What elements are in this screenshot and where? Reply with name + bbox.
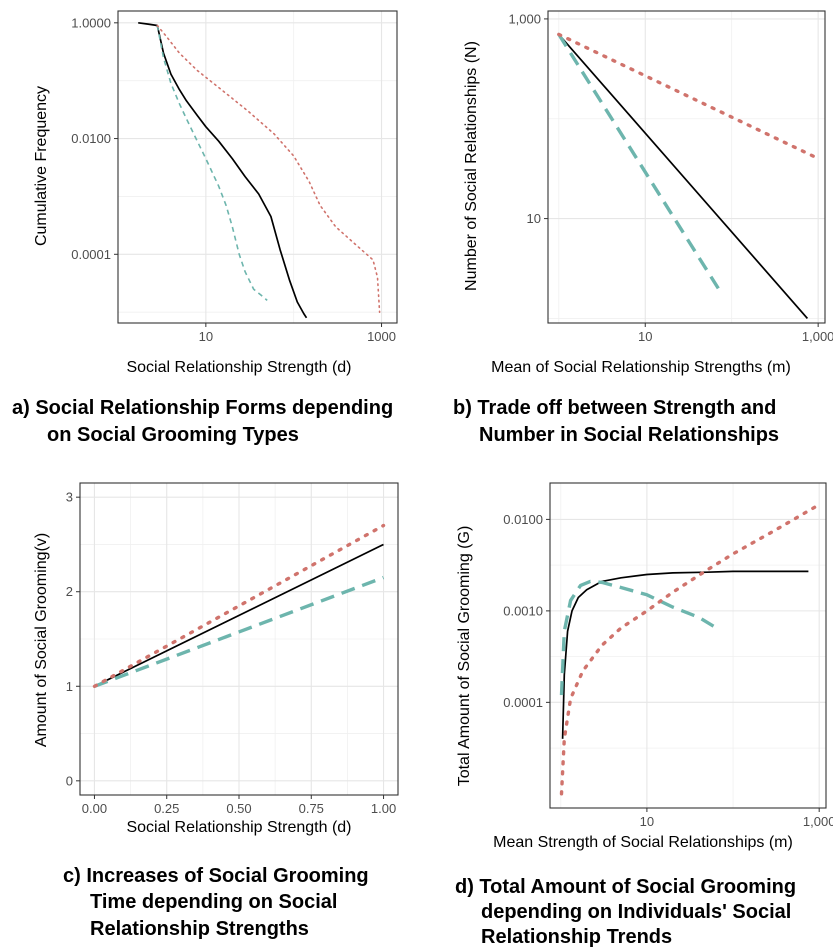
plot-b: 10 1,000 1,000 10: [508, 10, 833, 344]
series-d-dashed: [559, 579, 721, 696]
caption-a-line2: on Social Grooming Types: [47, 424, 299, 446]
y-tick-label: 2: [66, 584, 73, 599]
x-tick-label: 10: [640, 814, 654, 829]
caption-b-line1: b) Trade off between Strength and: [453, 397, 776, 419]
frame-d: [549, 482, 827, 809]
x-tick-label: 1,000: [803, 814, 833, 829]
grid-d: [550, 483, 826, 808]
y-tick-label: 0.0010: [503, 603, 543, 618]
x-tick-label: 0.75: [299, 801, 324, 816]
x-tick-label: 0.00: [82, 801, 107, 816]
ylabel-d: Total Amount of Social Grooming (G): [456, 526, 473, 787]
caption-c-line1: c) Increases of Social Grooming: [63, 865, 369, 887]
caption-b-line2: Number in Social Relationships: [479, 424, 779, 446]
xlabel-c: Social Relationship Strength (d): [126, 819, 351, 836]
x-tick-label: 1000: [367, 329, 396, 344]
frame-a: [117, 10, 398, 324]
grid-b: [548, 11, 825, 323]
y-tick-label: 10: [527, 211, 541, 226]
panel-c: 0.00 0.25 0.50 0.75 1.00 0 1 2 3 Social Relation…: [33, 482, 399, 940]
xlabel-d: Mean Strength of Social Relationships (m…: [493, 834, 793, 851]
series-a-solid: [138, 21, 308, 319]
caption-d-line3: Relationship Trends: [481, 926, 672, 948]
y-tick-label: 0.0001: [71, 247, 111, 262]
x-tick-label: 0.25: [154, 801, 179, 816]
frame-b: [547, 10, 826, 324]
y-tick-label: 0.0100: [503, 512, 543, 527]
panel-b: 10 1,000 1,000 10 Mean of Social Relationsh…: [453, 10, 833, 446]
panel-d: 10 1,000 0.0100 0.0010 0.0001 Mean Strength …: [455, 482, 833, 948]
ylabel-a: Cumulative Frequency: [33, 86, 50, 246]
caption-d-line1: d) Total Amount of Social Grooming: [455, 876, 796, 898]
panel-a: 10 1000 1.0000 0.0100 0.0001 Social Relation…: [12, 10, 398, 446]
y-tick-label: 0.0100: [71, 131, 111, 146]
x-tick-label: 0.50: [226, 801, 251, 816]
x-tick-label: 10: [638, 329, 652, 344]
caption-c-line2: Time depending on Social: [90, 891, 337, 913]
caption-d-line2: depending on Individuals' Social: [481, 901, 791, 923]
x-tick-label: 1,000: [802, 329, 833, 344]
series-c-dashed: [93, 575, 385, 688]
caption-c-line3: Relationship Strengths: [90, 918, 309, 940]
series-a-dashed: [156, 25, 268, 302]
series-b-solid: [558, 33, 809, 319]
plot-d: 10 1,000 0.0100 0.0010 0.0001: [503, 482, 833, 829]
ylabel-b: Number of Social Relationships (N): [463, 41, 480, 291]
series-b-dotted: [557, 32, 820, 161]
xlabel-a: Social Relationship Strength (d): [126, 359, 351, 376]
grid-c: [80, 483, 398, 795]
grid-a: [118, 11, 397, 323]
plot-a: 10 1000 1.0000 0.0100 0.0001: [71, 10, 398, 344]
y-tick-label: 1: [66, 679, 73, 694]
series-b-dashed: [557, 33, 720, 290]
y-tick-label: 0.0001: [503, 695, 543, 710]
ylabel-c: Amount of Social Grooming(v): [33, 533, 50, 747]
x-tick-label: 1.00: [371, 801, 396, 816]
y-tick-label: 3: [66, 490, 73, 505]
y-tick-label: 1,000: [508, 11, 541, 26]
x-tick-label: 10: [199, 329, 213, 344]
series-d-dotted: [559, 502, 821, 796]
plot-c: 0.00 0.25 0.50 0.75 1.00 0 1 2 3: [66, 482, 399, 816]
xlabel-b: Mean of Social Relationship Strengths (m…: [491, 359, 791, 376]
y-tick-label: 0: [66, 773, 73, 788]
series-d-solid: [561, 570, 809, 739]
y-tick-label: 1.0000: [71, 15, 111, 30]
series-c-solid: [94, 543, 384, 688]
series-a-dotted: [156, 24, 381, 313]
caption-a-line1: a) Social Relationship Forms depending: [12, 397, 393, 419]
